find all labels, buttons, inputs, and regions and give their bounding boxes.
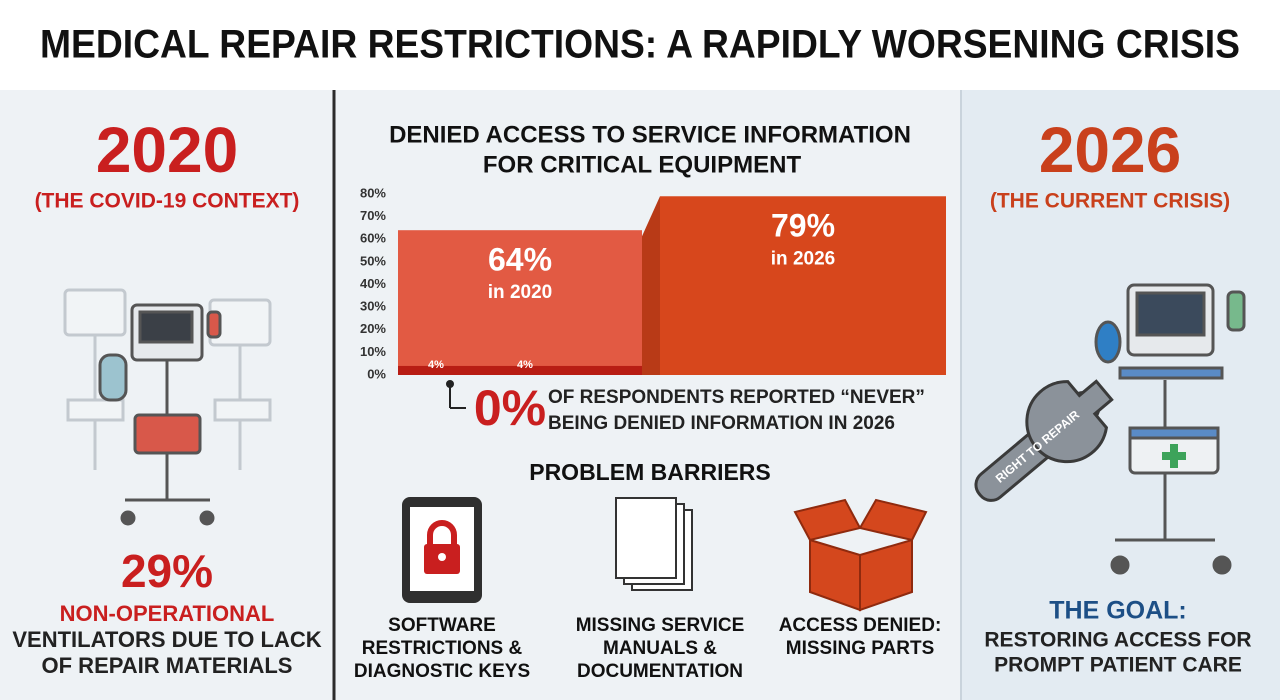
barrier-label: ACCESS DENIED: bbox=[779, 615, 942, 636]
y-tick-label: 20% bbox=[360, 321, 386, 336]
box-icon-part bbox=[793, 498, 862, 542]
right-panel bbox=[962, 90, 1280, 700]
y-tick-label: 30% bbox=[360, 299, 386, 314]
category-label: in 2020 bbox=[488, 282, 552, 303]
ventilator-illustration-part bbox=[98, 353, 128, 402]
ventilator-illustration-part bbox=[206, 310, 222, 339]
barrier-label: DOCUMENTATION bbox=[577, 661, 743, 682]
value-label: 64% bbox=[488, 242, 552, 278]
y-tick-label: 70% bbox=[360, 208, 386, 223]
barrier-label: MANUALS & bbox=[603, 638, 717, 659]
description: VENTILATORS DUE TO LACK bbox=[12, 627, 321, 652]
callout-dot bbox=[446, 380, 454, 388]
section-title: PROBLEM BARRIERS bbox=[529, 459, 771, 485]
goal: THE GOAL: bbox=[1049, 597, 1187, 625]
year: 2020 bbox=[96, 114, 238, 186]
lock-tablet-icon bbox=[402, 497, 482, 603]
wrench-illustration-part bbox=[1025, 379, 1114, 464]
ventilator-illustration bbox=[63, 288, 272, 470]
barrier-label: SOFTWARE bbox=[388, 615, 496, 636]
barrier-label: MISSING PARTS bbox=[786, 638, 935, 659]
box-icon-part bbox=[858, 498, 928, 542]
subtitle: (THE COVID-19 CONTEXT) bbox=[35, 190, 300, 213]
ventilator-illustration-part bbox=[120, 510, 136, 526]
bar bbox=[660, 196, 946, 375]
y-tick-label: 0% bbox=[367, 366, 386, 381]
chart-title: DENIED ACCESS TO SERVICE INFORMATION bbox=[389, 121, 911, 148]
box-icon bbox=[793, 498, 928, 612]
ventilator-illustration-part bbox=[199, 510, 215, 526]
description: OF REPAIR MATERIALS bbox=[42, 653, 293, 678]
ventilator-illustration-part bbox=[1094, 320, 1122, 364]
title-bar bbox=[0, 0, 1280, 90]
lock-tablet-icon-part bbox=[427, 520, 457, 545]
year: 2026 bbox=[1039, 114, 1181, 186]
ventilator-illustration-part bbox=[1226, 290, 1246, 332]
bar bbox=[398, 230, 642, 375]
base-strip-label: 4% bbox=[428, 359, 444, 371]
documents-icon-part bbox=[615, 497, 677, 579]
ventilator-illustration bbox=[98, 303, 222, 526]
value-label: 79% bbox=[771, 208, 835, 244]
callout-text: OF RESPONDENTS REPORTED “NEVER” bbox=[548, 387, 925, 408]
y-tick-label: 80% bbox=[360, 185, 386, 200]
barrier-label: DIAGNOSTIC KEYS bbox=[354, 661, 530, 682]
category-label: in 2026 bbox=[771, 248, 835, 269]
bar-chart: 0% 10% 20% 30% 40% 50% 60% 70% 80% 64% in 2020 79% i… bbox=[360, 185, 946, 381]
base-strip-label: 4% bbox=[517, 359, 533, 371]
documents-icon bbox=[615, 497, 693, 591]
ventilator-illustration-part bbox=[138, 310, 194, 344]
ventilator-illustration-part bbox=[63, 288, 127, 337]
page-title: MEDICAL REPAIR RESTRICTIONS: A RAPIDLY W… bbox=[40, 23, 1240, 67]
barrier-label: RESTRICTIONS & bbox=[362, 638, 523, 659]
description: RESTORING ACCESS FOR bbox=[984, 629, 1251, 652]
ventilator-illustration-part bbox=[133, 413, 202, 455]
ventilator-illustration-part bbox=[1135, 291, 1206, 337]
ventilator-illustration bbox=[1094, 283, 1246, 575]
y-tick-label: 60% bbox=[360, 231, 386, 246]
y-tick-label: 40% bbox=[360, 276, 386, 291]
ventilator-illustration-part bbox=[1162, 444, 1186, 468]
ventilator-illustration-part bbox=[213, 398, 272, 422]
stat: 29% bbox=[121, 545, 213, 597]
ventilator-illustration-part bbox=[1212, 555, 1232, 575]
chart-title: FOR CRITICAL EQUIPMENT bbox=[483, 151, 802, 178]
lock-tablet-icon-part bbox=[438, 553, 446, 561]
bar-side bbox=[642, 196, 660, 375]
callout-value: 0% bbox=[474, 380, 546, 436]
base-strip bbox=[480, 365, 642, 375]
ventilator-illustration-part bbox=[1128, 426, 1220, 440]
subtitle: (THE CURRENT CRISIS) bbox=[990, 190, 1230, 213]
callout-text: BEING DENIED INFORMATION IN 2026 bbox=[548, 413, 895, 434]
box-icon-part bbox=[859, 538, 913, 612]
y-tick-label: 50% bbox=[360, 253, 386, 268]
base-strip bbox=[398, 365, 481, 375]
ventilator-illustration-part bbox=[1118, 366, 1224, 380]
stat-label: NON-OPERATIONAL bbox=[60, 601, 275, 626]
ventilator-illustration-part bbox=[66, 398, 125, 422]
description: PROMPT PATIENT CARE bbox=[994, 654, 1242, 677]
y-tick-label: 10% bbox=[360, 344, 386, 359]
ventilator-illustration-part bbox=[1110, 555, 1130, 575]
barrier-label: MISSING SERVICE bbox=[576, 615, 745, 636]
